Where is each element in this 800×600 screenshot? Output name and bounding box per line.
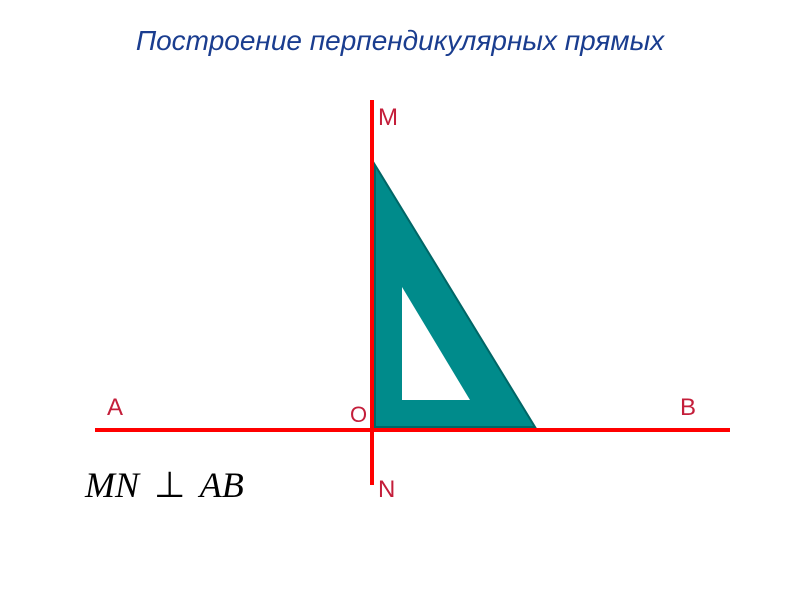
label-m: М <box>378 104 398 132</box>
formula-right: AB <box>200 465 244 505</box>
label-o: О <box>350 402 367 428</box>
formula-left: MN <box>85 465 139 505</box>
perpendicular-lines-diagram <box>0 0 800 600</box>
perpendicular-formula: MN ⊥ AB <box>85 464 244 506</box>
label-a: А <box>107 394 123 422</box>
label-b: В <box>680 394 696 422</box>
perpendicular-symbol: ⊥ <box>148 464 191 506</box>
label-n: N <box>378 476 395 504</box>
